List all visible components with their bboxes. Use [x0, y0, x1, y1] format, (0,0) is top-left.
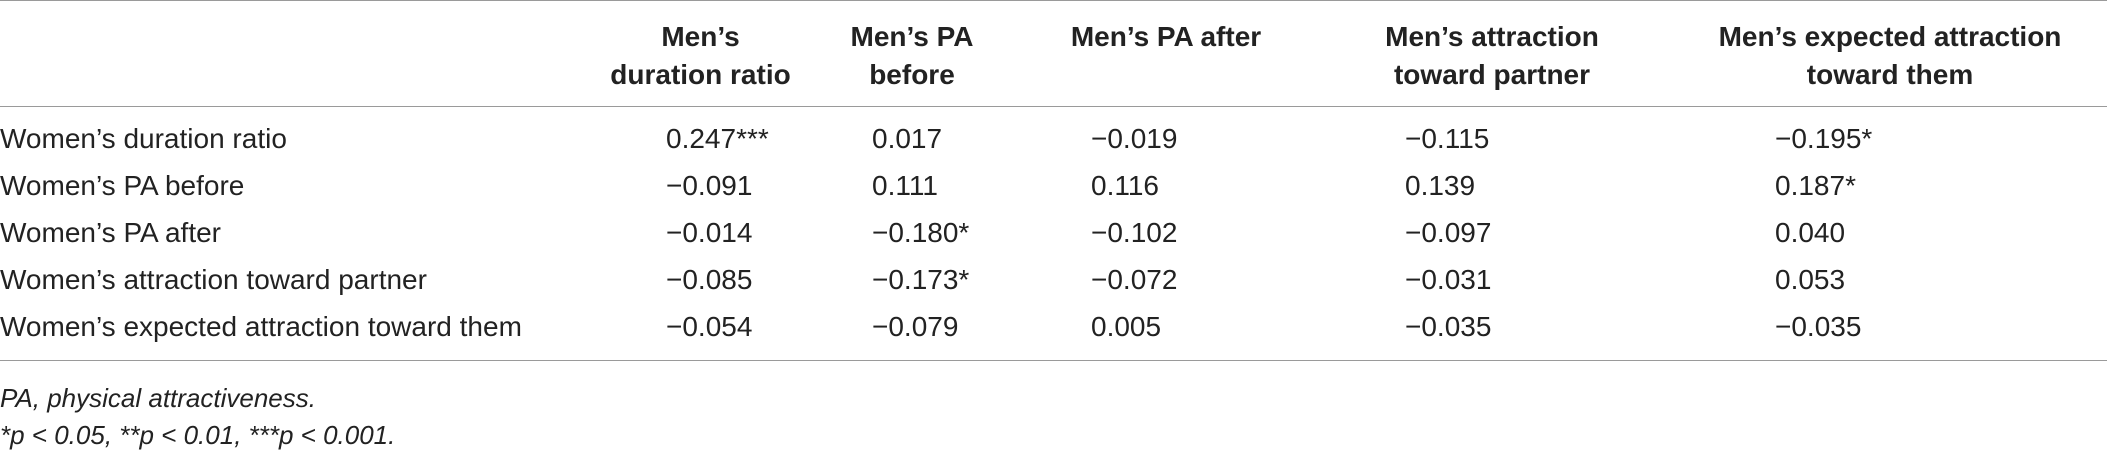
table-cell: −0.035: [1673, 303, 2107, 361]
table-cell: 0.247***: [598, 107, 803, 163]
table-cell: 0.017: [803, 107, 1021, 163]
table-footnotes: PA, physical attractiveness. *p < 0.05, …: [0, 380, 395, 454]
table-row: Women’s PA after −0.014 −0.180* −0.102 −…: [0, 209, 2107, 256]
table-row: Women’s attraction toward partner −0.085…: [0, 256, 2107, 303]
table-cell: −0.102: [1021, 209, 1311, 256]
table-cell: 0.053: [1673, 256, 2107, 303]
cell-value: −0.195*: [1775, 122, 1873, 154]
cell-value: −0.102: [1091, 216, 1178, 248]
table-cell: −0.019: [1021, 107, 1311, 163]
row-label: Women’s PA before: [0, 169, 245, 201]
header-line: Men’s PA after: [1070, 21, 1262, 52]
header-line: duration ratio: [610, 59, 791, 90]
table-header: Men’s duration ratio Men’s PA before Men…: [0, 0, 2107, 107]
header-line: before: [869, 59, 955, 90]
cell-value: −0.097: [1405, 216, 1492, 248]
row-label: Women’s attraction toward partner: [0, 263, 427, 295]
cell-value: 0.053: [1775, 263, 1846, 295]
cell-value: 0.247***: [666, 122, 769, 154]
table-cell: −0.091: [598, 162, 803, 209]
header-line: Men’s attraction: [1385, 21, 1599, 52]
cell-value: −0.180*: [872, 216, 970, 248]
header-line: Men’s PA: [850, 21, 974, 52]
table-cell: −0.097: [1311, 209, 1673, 256]
correlation-table-container: Men’s duration ratio Men’s PA before Men…: [0, 0, 2107, 361]
cell-value: −0.085: [666, 263, 753, 295]
cell-value: −0.035: [1405, 310, 1492, 342]
correlation-table: Men’s duration ratio Men’s PA before Men…: [0, 0, 2107, 361]
footnote-significance: *p < 0.05, **p < 0.01, ***p < 0.001.: [0, 420, 396, 450]
table-cell: −0.115: [1311, 107, 1673, 163]
table-cell: 0.187*: [1673, 162, 2107, 209]
header-mens-attraction-toward-partner: Men’s attraction toward partner: [1311, 1, 1673, 107]
table-cell: 0.116: [1021, 162, 1311, 209]
cell-value: 0.005: [1091, 310, 1162, 342]
table-row: Women’s duration ratio 0.247*** 0.017 −0…: [0, 107, 2107, 163]
row-label: Women’s duration ratio: [0, 122, 287, 154]
header-line: toward them: [1806, 59, 1974, 90]
cell-value: −0.091: [666, 169, 753, 201]
row-label: Women’s PA after: [0, 216, 221, 248]
header-line: Men’s: [661, 21, 740, 52]
header-line: toward partner: [1393, 59, 1591, 90]
cell-value: −0.079: [872, 310, 959, 342]
table-cell: −0.195*: [1673, 107, 2107, 163]
table-cell: −0.035: [1311, 303, 1673, 361]
cell-value: 0.017: [872, 122, 943, 154]
table-cell: 0.139: [1311, 162, 1673, 209]
header-mens-pa-before: Men’s PA before: [803, 1, 1021, 107]
cell-value: −0.031: [1405, 263, 1492, 295]
cell-value: 0.139: [1405, 169, 1476, 201]
table-cell: −0.180*: [803, 209, 1021, 256]
header-row: Men’s duration ratio Men’s PA before Men…: [0, 0, 2107, 107]
cell-value: 0.116: [1091, 169, 1159, 201]
table-row: Women’s PA before −0.091 0.111 0.116 0.1…: [0, 162, 2107, 209]
table-cell: −0.173*: [803, 256, 1021, 303]
header-line: Men’s expected attraction: [1718, 21, 2062, 52]
table-cell: 0.005: [1021, 303, 1311, 361]
table-cell: −0.079: [803, 303, 1021, 361]
table-body: Women’s duration ratio 0.247*** 0.017 −0…: [0, 107, 2107, 361]
table-cell: −0.085: [598, 256, 803, 303]
table-cell: −0.031: [1311, 256, 1673, 303]
cell-value: 0.040: [1775, 216, 1846, 248]
footnote-abbreviation: PA, physical attractiveness.: [0, 383, 316, 413]
table-row: Women’s expected attraction toward them …: [0, 303, 2107, 361]
cell-value: −0.173*: [872, 263, 970, 295]
header-mens-expected-attraction-toward-them: Men’s expected attraction toward them: [1673, 1, 2107, 107]
cell-value: −0.019: [1091, 122, 1178, 154]
header-cell-empty: [0, 1, 598, 107]
table-cell: −0.072: [1021, 256, 1311, 303]
cell-value: −0.072: [1091, 263, 1178, 295]
row-label: Women’s expected attraction toward them: [0, 310, 522, 342]
table-cell: −0.054: [598, 303, 803, 361]
cell-value: −0.054: [666, 310, 753, 342]
cell-value: 0.111: [872, 169, 938, 201]
header-mens-pa-after: Men’s PA after: [1021, 1, 1311, 107]
cell-value: −0.115: [1405, 122, 1490, 154]
cell-value: −0.035: [1775, 310, 1862, 342]
table-cell: 0.040: [1673, 209, 2107, 256]
cell-value: 0.187*: [1775, 169, 1856, 201]
cell-value: −0.014: [666, 216, 753, 248]
header-mens-duration-ratio: Men’s duration ratio: [598, 1, 803, 107]
table-cell: −0.014: [598, 209, 803, 256]
table-cell: 0.111: [803, 162, 1021, 209]
